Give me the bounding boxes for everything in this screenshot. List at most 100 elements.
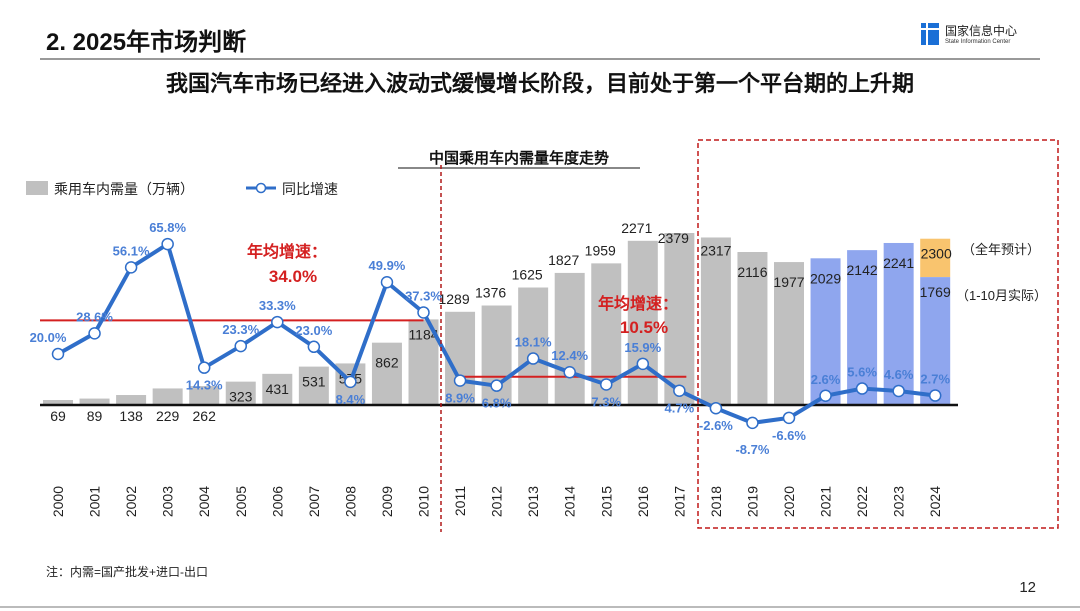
year-label: 2021 <box>818 486 834 517</box>
growth-point-2022 <box>855 382 869 395</box>
year-label: 2023 <box>891 486 907 517</box>
footnote: 注：内需=国产批发+进口-出口 <box>46 565 209 579</box>
bar-2000 <box>43 400 73 405</box>
year-label: 2001 <box>87 486 103 517</box>
growth-point-2018 <box>709 401 723 415</box>
bar-2006 <box>262 373 293 405</box>
bar-2004 <box>189 386 220 405</box>
bar-value-label: 2029 <box>810 270 841 286</box>
growth-label: 4.6% <box>884 367 914 382</box>
bar-value-label: 2317 <box>700 242 731 258</box>
bar-2023 <box>883 242 914 405</box>
growth-point-2016 <box>636 357 650 371</box>
growth-point-2009 <box>380 275 394 289</box>
bar-value-label: 262 <box>193 408 217 424</box>
bar-2014 <box>554 272 585 405</box>
year-label: 2016 <box>635 486 651 517</box>
bar-2001 <box>79 398 110 405</box>
growth-label: 5.6% <box>847 365 877 380</box>
year-label: 2002 <box>123 486 139 517</box>
growth-label: 28.6% <box>76 309 113 324</box>
year-label: 2006 <box>269 486 285 517</box>
legend-line-marker <box>255 182 267 194</box>
growth-point-2017 <box>673 384 686 397</box>
growth-label: -6.6% <box>772 428 806 443</box>
year-label: 2012 <box>489 486 505 517</box>
bar-value-label: 69 <box>50 408 66 424</box>
growth-point-2019 <box>746 416 759 430</box>
bar-value-label: 229 <box>156 408 180 424</box>
annotation-title-2: 年均增速： <box>598 294 678 313</box>
year-label: 2003 <box>160 486 176 517</box>
year-label: 2000 <box>50 486 66 517</box>
growth-label: 6.8% <box>482 396 512 411</box>
growth-label: 65.8% <box>149 220 186 235</box>
forecast-value-label: 2300 <box>921 246 952 262</box>
actual-note: （1-10月实际） <box>956 288 1047 303</box>
logo-text-cn: 国家信息中心 <box>945 24 1018 38</box>
highlight-box <box>697 139 1059 529</box>
logo-icon <box>921 22 939 45</box>
growth-label: 15.9% <box>624 340 661 355</box>
growth-point-2013 <box>526 352 540 365</box>
growth-label: 8.9% <box>445 391 475 406</box>
growth-point-2020 <box>782 411 796 425</box>
growth-point-2000 <box>51 347 65 361</box>
growth-point-2024 <box>928 389 942 402</box>
bar-value-label: 1827 <box>548 252 579 268</box>
bar-value-label: 1625 <box>512 267 543 283</box>
year-label: 2007 <box>306 486 322 517</box>
growth-label: 8.4% <box>336 392 366 407</box>
growth-point-2006 <box>271 315 284 329</box>
growth-point-2005 <box>234 339 247 353</box>
growth-label: 7.3% <box>591 394 621 409</box>
annotation-value-1: 34.0% <box>269 267 317 286</box>
growth-label: 18.1% <box>515 335 552 350</box>
year-label: 2010 <box>416 486 432 517</box>
bar-value-label: 1376 <box>475 285 506 301</box>
growth-point-2010 <box>417 306 430 319</box>
growth-point-2015 <box>600 378 613 391</box>
forecast-note: （全年预计） <box>962 242 1040 257</box>
bar-value-label: 1769 <box>920 284 951 300</box>
bar-value-label: 531 <box>302 374 326 390</box>
bar-2022 <box>847 250 878 405</box>
growth-point-2004 <box>197 361 211 374</box>
growth-point-2003 <box>161 237 174 251</box>
growth-point-2014 <box>563 365 576 379</box>
chart-title: 中国乘用车内需量年度走势 <box>429 149 609 167</box>
bar-value-label: 2271 <box>621 220 652 236</box>
growth-label: 4.7% <box>665 401 695 416</box>
year-label: 2014 <box>562 486 578 517</box>
bar-2007 <box>298 366 329 405</box>
headline: 我国汽车市场已经进入波动式缓慢增长阶段，目前处于第一个平台期的上升期 <box>165 71 914 96</box>
year-label: 2005 <box>233 486 249 517</box>
year-label: 2013 <box>525 486 541 517</box>
growth-point-2012 <box>490 379 503 392</box>
logo: 国家信息中心 State Information Center <box>921 22 1017 45</box>
growth-label: 14.3% <box>186 378 223 393</box>
growth-point-2008 <box>344 375 357 389</box>
legend-bar-label: 乘用车内需量（万辆） <box>54 181 194 197</box>
growth-point-2007 <box>307 340 321 354</box>
page-number: 12 <box>1019 579 1036 596</box>
year-label: 2020 <box>781 486 797 517</box>
bar-2019 <box>737 252 768 405</box>
growth-label: 49.9% <box>369 258 406 273</box>
bar-2002 <box>116 395 147 405</box>
growth-label: 37.3% <box>405 288 442 303</box>
bar-value-label: 323 <box>229 389 253 405</box>
bar-value-label: 2116 <box>737 264 767 280</box>
growth-label: -8.7% <box>735 442 769 457</box>
bar-value-label: 2142 <box>847 262 878 278</box>
year-label: 2004 <box>196 486 212 517</box>
year-label: 2009 <box>379 486 395 517</box>
year-label: 2024 <box>927 486 943 517</box>
year-label: 2018 <box>708 486 724 517</box>
bar-value-label: 89 <box>87 408 103 424</box>
bar-value-label: 138 <box>119 408 143 424</box>
growth-label: 33.3% <box>259 298 296 313</box>
growth-point-2021 <box>819 389 832 403</box>
year-label: 2019 <box>744 486 760 517</box>
growth-label: 12.4% <box>551 348 588 363</box>
